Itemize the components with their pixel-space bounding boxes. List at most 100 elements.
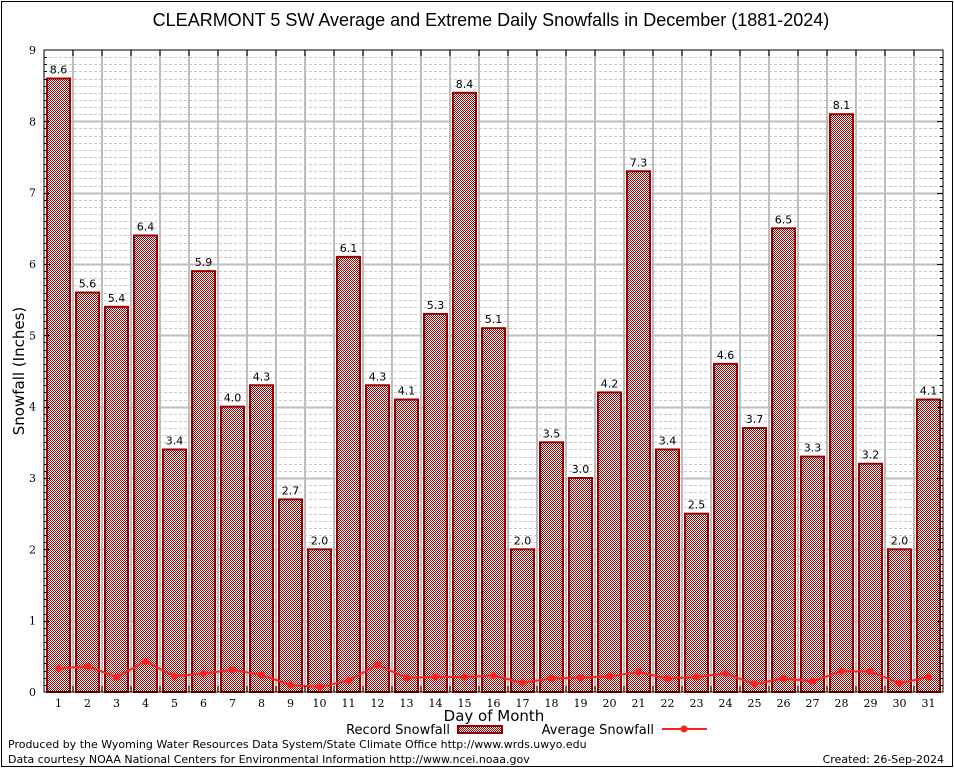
average-point	[316, 683, 323, 691]
bar-value-label: 6.5	[775, 213, 793, 226]
bar-value-label: 5.1	[485, 313, 503, 326]
bar-value-label: 2.5	[688, 499, 706, 512]
bar-value-label: 4.0	[224, 392, 242, 405]
x-tick-label: 9	[287, 697, 294, 710]
x-tick-label: 3	[113, 697, 120, 710]
y-axis-label: Snowfall (Inches)	[10, 307, 28, 435]
x-tick-label: 30	[893, 697, 907, 710]
average-point	[780, 674, 787, 682]
x-tick-label: 1	[55, 697, 62, 710]
x-tick-label: 2	[84, 697, 91, 710]
bar-value-label: 4.2	[601, 377, 619, 390]
bar-value-label: 2.0	[311, 534, 329, 547]
average-point	[55, 664, 62, 672]
legend-record-label: Record Snowfall	[346, 723, 450, 738]
x-tick-label: 11	[342, 697, 356, 710]
chart-title: CLEARMONT 5 SW Average and Extreme Daily…	[153, 10, 830, 30]
bar-value-label: 4.1	[920, 385, 938, 398]
bar-value-label: 5.3	[427, 299, 445, 312]
bar-value-label: 8.4	[456, 78, 474, 91]
legend-average-label: Average Snowfall	[542, 723, 654, 738]
average-point	[838, 667, 845, 675]
record-bar	[220, 405, 245, 693]
record-bar	[713, 362, 738, 693]
average-point	[490, 672, 497, 680]
y-tick-label: 9	[29, 44, 36, 57]
bar-value-label: 5.4	[108, 292, 126, 305]
record-bar	[423, 312, 448, 693]
x-tick-label: 21	[632, 697, 646, 710]
bar-value-label: 3.7	[746, 413, 764, 426]
average-point	[258, 671, 265, 679]
average-point	[229, 666, 236, 674]
record-bar	[365, 384, 390, 693]
average-point	[345, 677, 352, 685]
bar-labels: 8.6 5.6 5.4 6.4 3.4 5.9 4.0 4.3 2.7 2.0 6.1 4.3 4.1 5…	[50, 64, 938, 548]
bar-value-label: 5.6	[79, 278, 97, 291]
legend-record-swatch	[457, 725, 503, 734]
bar-value-label: 5.9	[195, 256, 213, 269]
record-bar	[887, 548, 912, 693]
record-bar	[829, 113, 854, 693]
record-bar	[655, 448, 680, 694]
x-tick-label: 28	[835, 697, 849, 710]
footer-created: Created: 26-Sep-2024	[823, 753, 944, 766]
record-bar	[394, 398, 419, 693]
average-point	[84, 662, 91, 670]
average-point	[171, 672, 178, 680]
y-tick-label: 4	[29, 401, 36, 414]
record-bar	[133, 234, 158, 693]
x-tick-label: 25	[748, 697, 762, 710]
bar-value-label: 3.3	[804, 442, 822, 455]
record-bar	[336, 255, 361, 693]
bar-value-label: 3.4	[166, 434, 184, 447]
record-bar	[684, 512, 709, 694]
y-tick-label: 5	[29, 329, 36, 342]
x-tick-label: 31	[922, 697, 936, 710]
x-tick-label: 12	[371, 697, 385, 710]
average-point	[693, 673, 700, 681]
record-bar	[510, 548, 535, 693]
y-tick-label: 8	[29, 115, 36, 128]
x-tick-label: 8	[258, 697, 265, 710]
bar-value-label: 2.0	[891, 534, 909, 547]
average-point	[287, 681, 294, 689]
record-bar	[307, 548, 332, 693]
record-bar	[249, 384, 274, 693]
record-bar	[742, 427, 767, 693]
bar-value-label: 8.1	[833, 99, 851, 112]
average-point	[606, 672, 613, 680]
bar-value-label: 3.5	[543, 427, 561, 440]
record-bar	[539, 441, 564, 694]
average-point	[577, 674, 584, 682]
bar-value-label: 3.2	[862, 449, 880, 462]
x-tick-label: 17	[516, 697, 530, 710]
x-tick-label: 7	[229, 697, 236, 710]
average-point	[142, 657, 149, 665]
bar-value-label: 6.4	[137, 220, 155, 233]
record-bar	[191, 270, 216, 693]
x-tick-label: 19	[574, 697, 588, 710]
x-tick-label: 18	[545, 697, 559, 710]
y-tick-label: 7	[29, 187, 36, 200]
average-point	[722, 669, 729, 677]
y-tick-label: 2	[29, 543, 36, 556]
average-point	[896, 679, 903, 687]
average-point	[664, 674, 671, 682]
bar-value-label: 2.0	[514, 534, 532, 547]
record-bar	[481, 327, 506, 693]
x-tick-label: 5	[171, 697, 178, 710]
average-point	[925, 673, 932, 681]
x-tick-label: 4	[142, 697, 149, 710]
x-tick-label: 15	[458, 697, 472, 710]
record-bar	[771, 227, 796, 693]
record-bar	[800, 455, 825, 693]
x-tick-label: 29	[864, 697, 878, 710]
average-point	[461, 673, 468, 681]
average-point	[374, 661, 381, 669]
bar-value-label: 4.3	[369, 370, 387, 383]
average-point	[635, 668, 642, 676]
average-point	[113, 673, 120, 681]
footer-data-courtesy: Data courtesy NOAA National Centers for …	[8, 753, 530, 766]
